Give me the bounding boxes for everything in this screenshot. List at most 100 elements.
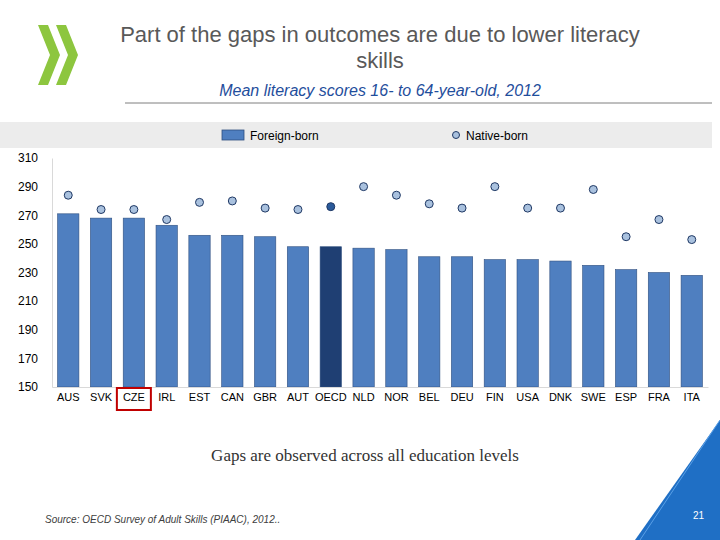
x-tick: BEL (419, 387, 440, 403)
x-tick: ITA (684, 387, 701, 403)
x-tick-label: NLD (353, 391, 375, 403)
logo (38, 25, 78, 85)
x-tick-label: AUT (287, 391, 309, 403)
x-tick-label: FIN (486, 391, 504, 403)
point (228, 197, 236, 205)
series-0 (58, 214, 703, 387)
bar (583, 265, 604, 387)
point (196, 198, 204, 206)
bar (123, 218, 144, 387)
bar (254, 237, 275, 387)
note: Gaps are observed across all education l… (211, 446, 519, 465)
bar (615, 270, 636, 387)
bar (320, 247, 341, 387)
point (64, 191, 72, 199)
bar (517, 260, 538, 387)
x-tick-label: ESP (615, 391, 637, 403)
bar (189, 235, 210, 387)
logo-chevron (38, 25, 60, 85)
point (294, 206, 302, 214)
y-tick: 190 (18, 323, 52, 337)
point (97, 206, 105, 214)
y-tick-label: 190 (18, 323, 38, 337)
legend-swatch (453, 132, 460, 139)
corner (635, 420, 720, 540)
x-tick: USA (516, 387, 539, 403)
x-tick-label: OECD (315, 391, 347, 403)
legend-label: Native-born (466, 129, 528, 143)
x-tick: AUT (287, 387, 309, 403)
logo-chevron (56, 25, 78, 85)
x-tick-label: DNK (549, 391, 573, 403)
x-tick: NLD (353, 387, 375, 403)
plot-marks (58, 183, 703, 387)
y-tick-label: 310 (18, 151, 38, 165)
point (458, 204, 466, 212)
bar (353, 248, 374, 387)
subtitle: Mean literacy scores 16- to 64-year-old,… (219, 82, 541, 99)
x-tick-label: IRL (158, 391, 175, 403)
y-axis: 150 170 190 210 230 250 270 290 310 (18, 151, 53, 394)
x-tick: AUS (57, 387, 80, 403)
x-tick: FRA (648, 387, 671, 403)
y-tick: 210 (18, 294, 52, 308)
bar (386, 250, 407, 387)
x-tick: NOR (384, 387, 409, 403)
bar (484, 260, 505, 387)
x-tick: GBR (253, 387, 277, 403)
legend-background (0, 122, 712, 148)
point (655, 216, 663, 224)
x-tick-label: SWE (581, 391, 606, 403)
source: Source: OECD Survey of Adult Skills (PIA… (45, 514, 280, 525)
x-tick-label: NOR (384, 391, 409, 403)
y-tick: 250 (18, 237, 52, 251)
y-tick-label: 170 (18, 352, 38, 366)
x-tick: SWE (581, 387, 606, 403)
x-tick: DNK (549, 387, 573, 403)
y-tick: 310 (18, 151, 52, 165)
point (524, 204, 532, 212)
y-tick-label: 210 (18, 294, 38, 308)
axis-line (52, 159, 53, 388)
bar (156, 225, 177, 387)
y-tick-label: 270 (18, 209, 38, 223)
corner-edge (640, 420, 720, 540)
point (425, 200, 433, 208)
x-tick: DEU (450, 387, 473, 403)
point (556, 204, 564, 212)
y-tick: 290 (18, 180, 52, 194)
legend: Foreign-born Native-born (0, 122, 712, 148)
bar (550, 261, 571, 387)
bar (222, 235, 243, 387)
bar (419, 257, 440, 387)
x-tick: FIN (486, 387, 504, 403)
x-tick-label: EST (189, 391, 211, 403)
bar (681, 275, 702, 387)
y-tick-label: 230 (18, 266, 38, 280)
x-tick-label: AUS (57, 391, 80, 403)
x-tick: OECD (315, 387, 347, 403)
point (163, 216, 171, 224)
legend-swatch (222, 130, 244, 140)
point (360, 183, 368, 191)
point (688, 236, 696, 244)
y-tick-label: 290 (18, 180, 38, 194)
x-tick: CAN (221, 387, 244, 403)
bar (451, 257, 472, 387)
bar (287, 247, 308, 387)
x-tick-label: GBR (253, 391, 277, 403)
y-tick: 150 (18, 380, 52, 394)
bar (90, 218, 111, 387)
point (622, 233, 630, 241)
legend-label: Foreign-born (250, 129, 319, 143)
point (589, 185, 597, 193)
y-tick: 270 (18, 209, 52, 223)
x-tick: CZE (123, 387, 145, 403)
highlight-box (117, 388, 151, 410)
x-tick-label: CZE (123, 391, 145, 403)
y-tick: 230 (18, 266, 52, 280)
x-tick: IRL (158, 387, 175, 403)
point (327, 203, 335, 211)
x-tick-label: USA (516, 391, 539, 403)
rule (125, 103, 712, 104)
